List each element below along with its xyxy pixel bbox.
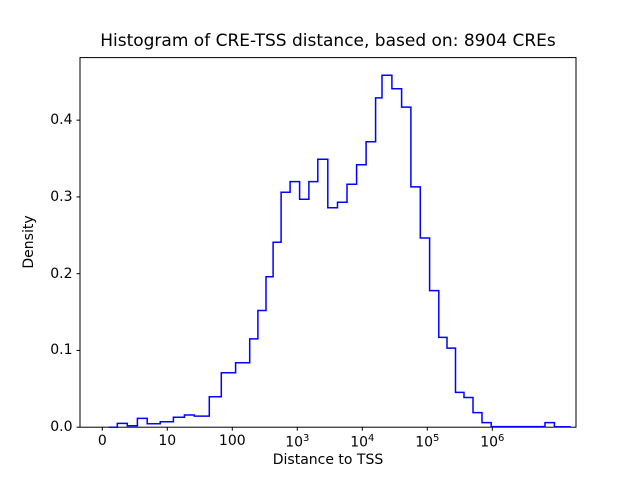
x-tick-label: 0 — [97, 433, 107, 450]
x-tick-label: 105 — [415, 433, 440, 451]
x-axis-label: Distance to TSS — [272, 452, 384, 468]
y-tick-label: 0.4 — [50, 112, 73, 129]
chart-title: Histogram of CRE-TSS distance, based on:… — [100, 31, 556, 51]
y-axis-label: Density — [21, 215, 37, 269]
x-tick-label: 106 — [480, 433, 505, 451]
y-tick-label: 0.0 — [50, 419, 73, 436]
axes-spines — [79, 57, 577, 428]
axis-ticks — [76, 119, 493, 431]
y-tick-label: 0.2 — [50, 265, 73, 282]
histogram-step-line — [108, 74, 571, 428]
x-tick-label: 104 — [350, 433, 375, 451]
x-tick-label: 103 — [285, 433, 310, 451]
x-tick-label: 10 — [158, 433, 177, 450]
y-tick-label: 0.1 — [50, 342, 73, 359]
x-tick-label: 100 — [218, 433, 246, 450]
y-tick-label: 0.3 — [50, 188, 73, 205]
